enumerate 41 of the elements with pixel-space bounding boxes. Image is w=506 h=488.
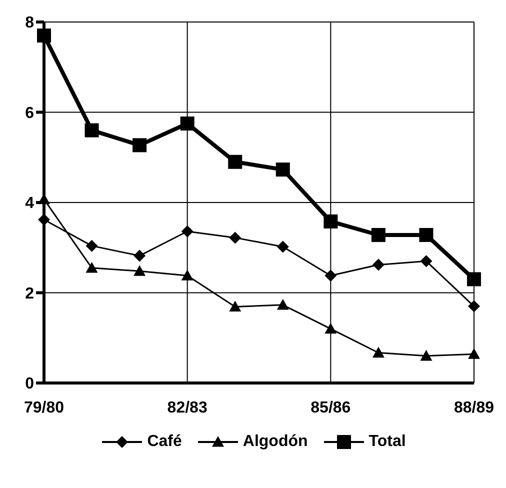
point: [181, 225, 194, 238]
point: [180, 116, 194, 131]
point: [132, 138, 147, 152]
x-tick-label: 79/80: [24, 399, 64, 416]
point: [324, 270, 337, 282]
point: [86, 240, 98, 252]
point: [38, 214, 50, 226]
point: [181, 270, 194, 280]
point: [276, 162, 290, 177]
point: [229, 232, 242, 244]
point: [468, 348, 480, 359]
point: [134, 250, 146, 262]
y-tick-label: 0: [25, 376, 34, 393]
legend-label: Café: [147, 433, 182, 451]
point: [420, 255, 432, 268]
point: [134, 265, 146, 276]
point: [468, 300, 480, 312]
point: [84, 123, 99, 138]
point: [467, 272, 481, 286]
point: [420, 350, 432, 361]
y-tick-label: 6: [25, 104, 34, 122]
point: [324, 322, 337, 334]
legend-label: Algodón: [242, 433, 308, 451]
point: [37, 28, 51, 43]
x-tick-label: 85/86: [310, 399, 351, 416]
point: [276, 298, 289, 310]
x-tick-label: 88/89: [454, 399, 494, 416]
point: [419, 228, 434, 242]
point: [276, 240, 289, 253]
point: [371, 228, 386, 242]
point: [324, 214, 338, 228]
point: [229, 300, 242, 312]
point: [372, 346, 384, 358]
point: [372, 258, 384, 271]
y-tick-label: 8: [25, 14, 34, 32]
y-tick-label: 2: [25, 285, 34, 302]
x-tick-label: 82/83: [167, 399, 208, 416]
point: [86, 262, 98, 273]
legend-label: Total: [368, 433, 406, 451]
point: [228, 154, 242, 169]
y-tick-label: 4: [25, 195, 34, 212]
